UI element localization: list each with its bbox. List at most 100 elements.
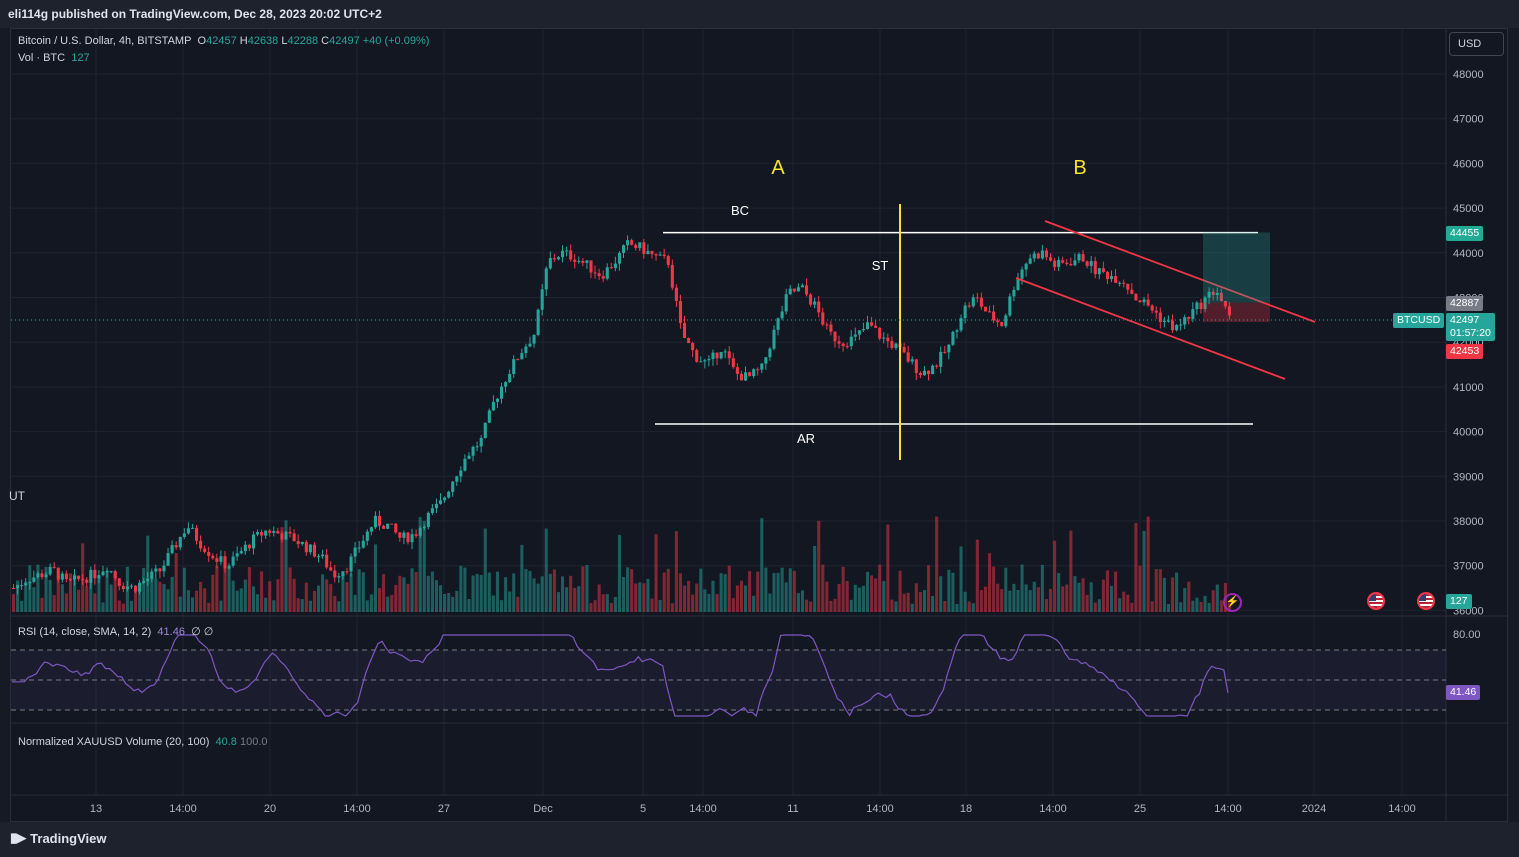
volume-bar — [129, 600, 133, 612]
candle-body — [975, 297, 979, 299]
volume-bar — [947, 569, 951, 612]
us-flag-icon[interactable] — [1367, 592, 1385, 610]
candle-body — [695, 350, 699, 362]
price-tick-label: 47000 — [1453, 114, 1484, 126]
volume-bar — [841, 566, 845, 612]
volume-bar — [390, 594, 394, 612]
volume-bar — [1166, 603, 1170, 612]
rsi-tag: 41.46 — [1446, 685, 1481, 700]
volume-bar — [1211, 590, 1215, 612]
candle-body — [536, 309, 540, 335]
candle-body — [622, 245, 626, 253]
candle-body — [272, 531, 276, 533]
volume-bar — [528, 570, 532, 612]
candle-body — [447, 491, 451, 498]
volume-bar — [922, 590, 926, 612]
candle-body — [276, 531, 280, 534]
candle-body — [239, 551, 243, 554]
price-tick-label: 44000 — [1453, 248, 1484, 260]
volume-bar — [207, 602, 211, 612]
candle-body — [150, 571, 154, 579]
volume-bar — [235, 590, 239, 612]
candle-body — [670, 264, 674, 288]
volume-bar — [158, 581, 162, 612]
volume-bar — [1203, 595, 1207, 612]
candle-body — [565, 250, 569, 252]
candle-body — [349, 556, 353, 572]
tradingview-logo[interactable]: ▮▶ TradingView — [10, 830, 107, 846]
candle-body — [646, 250, 650, 254]
volume-bar — [195, 590, 199, 612]
candle-body — [430, 508, 434, 513]
volume-bar — [386, 596, 390, 612]
volume-bar — [162, 583, 166, 612]
volume-bar — [215, 566, 219, 612]
annotation-label-bc: BC — [731, 203, 749, 218]
candle-body — [914, 359, 918, 374]
volume-bar — [345, 582, 349, 612]
volume-bar — [853, 584, 857, 612]
candle-body — [434, 503, 438, 509]
volume-bar — [739, 580, 743, 612]
candle-body — [780, 311, 784, 319]
volume-bar — [540, 576, 544, 612]
time-tick-label: 14:00 — [866, 803, 894, 815]
us-flag-icon[interactable] — [1417, 592, 1435, 610]
volume-bar — [748, 571, 752, 612]
candle-body — [337, 576, 341, 578]
candle-body — [1057, 260, 1061, 267]
candle-body — [32, 577, 36, 582]
volume-bar — [1199, 601, 1203, 612]
volume-bar — [996, 583, 1000, 612]
candle-body — [597, 273, 601, 277]
volume-bar — [556, 592, 560, 612]
volume-bar — [52, 595, 56, 612]
volume-bar — [845, 580, 849, 612]
high-label: H — [239, 35, 248, 47]
candle-body — [1089, 261, 1093, 266]
volume-bar — [711, 580, 715, 612]
candle-body — [256, 532, 260, 535]
volume-bar — [170, 576, 174, 612]
candle-body — [24, 582, 28, 586]
annotation-label-a: A — [771, 157, 785, 179]
volume-bar — [878, 564, 882, 612]
volume-bar — [654, 534, 658, 612]
volume-bar — [565, 587, 569, 612]
chart-frame[interactable] — [10, 28, 1508, 822]
candle-body — [731, 358, 735, 368]
candle-body — [219, 556, 223, 562]
volume-bar — [60, 584, 64, 612]
volume-bar — [40, 597, 44, 612]
volume-bar — [1077, 582, 1081, 612]
currency-button[interactable]: USD — [1449, 32, 1504, 56]
volume-bar — [341, 575, 345, 612]
volume-bar — [56, 576, 60, 612]
candle-body — [699, 361, 703, 363]
candle-body — [821, 312, 825, 325]
low-value: 42288 — [287, 35, 319, 47]
volume-legend: Vol · BTC 127 — [18, 52, 90, 64]
volume-bar — [569, 575, 573, 612]
candle-body — [1069, 264, 1073, 266]
lightning-icon[interactable]: ⚡ — [1223, 593, 1242, 612]
candle-body — [154, 568, 158, 572]
price-tick-label: 37000 — [1453, 561, 1484, 573]
volume-bar — [32, 587, 36, 612]
drawings: A B BC ST AR — [11, 157, 1446, 460]
volume-bar — [536, 583, 540, 612]
candle-body — [589, 260, 593, 273]
candle-body — [1032, 253, 1036, 259]
volume-bar — [312, 590, 316, 612]
volume-bar — [231, 580, 235, 612]
volume-bar — [983, 586, 987, 612]
volume-bar — [1134, 522, 1138, 612]
candle-body — [719, 352, 723, 359]
volume-bar — [1110, 585, 1114, 612]
candle-body — [280, 533, 284, 540]
candle-body — [487, 410, 491, 423]
candle-body — [1199, 302, 1203, 310]
volume-bar — [12, 594, 16, 612]
candle-body — [308, 544, 312, 553]
